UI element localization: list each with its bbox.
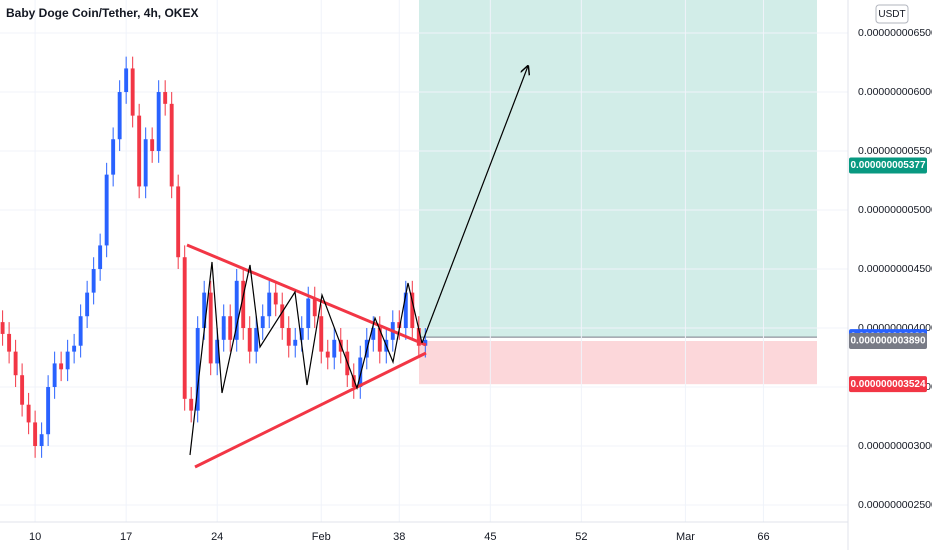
candle-body xyxy=(111,139,116,175)
candle-body xyxy=(59,363,64,370)
candle-body xyxy=(332,339,337,358)
y-tick-label: 0.000000006000 xyxy=(858,86,932,98)
candle-body xyxy=(137,115,142,187)
position-zone xyxy=(419,0,817,385)
candle-body xyxy=(241,280,246,329)
candle-body xyxy=(20,375,25,405)
candle-body xyxy=(280,304,285,329)
candle-body xyxy=(293,339,298,346)
x-tick-label: 52 xyxy=(575,531,587,543)
currency: USDT xyxy=(878,9,905,20)
x-tick-label: 66 xyxy=(757,531,769,543)
candle-body xyxy=(371,328,376,340)
candle-body xyxy=(358,357,363,388)
trend-line xyxy=(194,351,427,469)
y-tick-label: 0.000000006500 xyxy=(858,27,932,39)
candle-body xyxy=(215,339,220,364)
candle-body xyxy=(234,280,239,340)
candle-body xyxy=(156,92,161,152)
candle-body xyxy=(65,351,70,370)
x-tick-label: 17 xyxy=(120,531,132,543)
candle-body xyxy=(351,375,356,388)
candle-body xyxy=(397,322,402,329)
candle-body xyxy=(176,186,181,258)
x-tick-label: 38 xyxy=(393,531,405,543)
candle-body xyxy=(306,298,311,329)
currency-box xyxy=(875,4,909,24)
axes: 0.000000006500 0.000000006000 0.0000000055… xyxy=(29,27,932,543)
candle-body xyxy=(416,328,421,346)
arrow xyxy=(421,66,528,344)
candle-body xyxy=(150,139,155,152)
candle-body xyxy=(273,292,278,305)
candle-body xyxy=(85,292,90,317)
candle-body xyxy=(410,292,415,329)
candle-body xyxy=(104,174,109,246)
candle-body xyxy=(267,292,272,317)
candle-body xyxy=(228,316,233,340)
candle-body xyxy=(189,398,194,411)
candle-body xyxy=(247,328,252,352)
candle-body xyxy=(52,363,57,388)
candle-body xyxy=(286,328,291,346)
candle-body xyxy=(299,328,304,340)
y-tick-label: 0.000000005000 xyxy=(858,204,932,216)
x-tick-label: 24 xyxy=(211,531,223,543)
candle-body xyxy=(377,328,382,352)
candle-body xyxy=(72,345,77,352)
trend-line xyxy=(186,243,427,347)
chart-title: Baby Doge Coin/Tether, 4h, OKEX xyxy=(6,6,198,20)
candle-body xyxy=(33,422,38,447)
candle-body xyxy=(319,316,324,352)
price-marker xyxy=(849,332,927,349)
candle-body xyxy=(254,328,259,352)
candle-body xyxy=(117,92,122,140)
candle-body xyxy=(221,316,226,340)
candle-body xyxy=(202,292,207,329)
candle-body xyxy=(26,404,31,423)
candle-body xyxy=(163,92,168,104)
candle-body xyxy=(46,387,51,435)
candle-body xyxy=(312,298,317,317)
profit-zone xyxy=(419,0,817,338)
y-tick-label: 0.000000005500 xyxy=(858,145,932,157)
y-tick-label: 0.000000002500 xyxy=(858,499,932,511)
zigzag xyxy=(189,261,423,456)
candle-body xyxy=(39,434,44,447)
x-tick-label: Mar xyxy=(676,531,695,543)
y-tick-label: 0.000000004500 xyxy=(858,263,932,275)
price-marker-label: 0.000000003890 xyxy=(850,336,926,347)
price-marker-label: 0.000000005377 xyxy=(850,160,926,171)
y-tick-label: 0.000000003000 xyxy=(858,440,932,452)
candle-body xyxy=(91,269,96,293)
candle-body xyxy=(130,68,135,116)
candle-body xyxy=(260,316,265,329)
candle-body xyxy=(98,245,103,270)
loss-zone xyxy=(419,340,817,385)
candle-body xyxy=(7,333,12,352)
candle-body xyxy=(423,339,428,346)
candle-body xyxy=(0,322,5,334)
candle-body xyxy=(195,328,200,411)
candle-body xyxy=(169,103,174,187)
price-marker-label: 0.000000003524 xyxy=(850,379,926,390)
price-marker xyxy=(849,376,927,393)
candle-body xyxy=(403,292,408,329)
candle-body xyxy=(78,316,83,346)
drawings xyxy=(186,66,528,469)
candle-body xyxy=(182,257,187,399)
candle-body xyxy=(325,351,330,358)
x-tick-label: 10 xyxy=(29,531,41,543)
candle-body xyxy=(13,351,18,376)
x-tick-label: Feb xyxy=(312,531,331,543)
x-tick-label: 45 xyxy=(484,531,496,543)
candle-body xyxy=(208,292,213,364)
candle-body xyxy=(143,139,148,187)
candle-body xyxy=(124,68,129,93)
price-marker xyxy=(849,157,927,174)
